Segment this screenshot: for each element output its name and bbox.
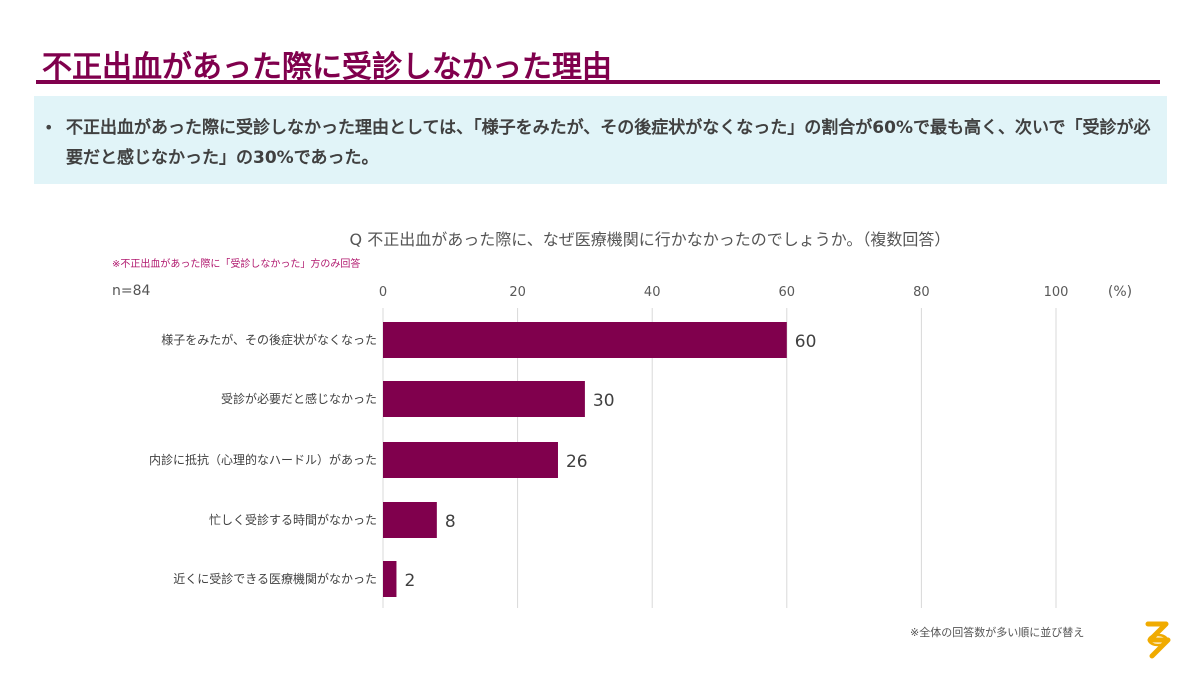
- bar: [383, 322, 787, 358]
- x-tick-label: 40: [644, 285, 661, 300]
- category-label: 様子をみたが、その後症状がなくなった: [161, 332, 377, 347]
- sample-size: n=84: [112, 283, 151, 299]
- bar: [383, 561, 397, 597]
- category-label: 受診が必要だと感じなかった: [221, 391, 377, 406]
- unit-label: (%): [1108, 284, 1132, 300]
- x-tick-label: 60: [779, 285, 796, 300]
- data-label: 8: [445, 512, 456, 532]
- summary-text: 不正出血があった際に受診しなかった理由としては、「様子をみたが、その後症状がなく…: [66, 118, 1151, 168]
- category-label: 近くに受診できる医療機関がなかった: [173, 571, 377, 586]
- data-label: 60: [795, 332, 817, 352]
- bar: [383, 502, 437, 538]
- company-logo-icon: [1145, 621, 1171, 659]
- sort-footnote: ※全体の回答数が多い順に並び替え: [910, 626, 1085, 639]
- page-title: 不正出血があった際に受診しなかった理由: [42, 50, 612, 85]
- data-label: 2: [404, 571, 415, 591]
- category-label: 内診に抵抗（心理的なハードル）があった: [149, 452, 377, 467]
- title-underline: [36, 80, 1160, 84]
- data-label: 30: [593, 391, 615, 411]
- chart-question: Q 不正出血があった際に、なぜ医療機関に行かなかったのでしょうか。（複数回答）: [349, 230, 951, 249]
- data-label: 26: [566, 452, 588, 472]
- x-tick-label: 0: [379, 285, 387, 300]
- bullet: •: [44, 118, 54, 137]
- x-tick-label: 100: [1044, 285, 1069, 300]
- bar: [383, 381, 585, 417]
- x-tick-label: 20: [509, 285, 526, 300]
- respondent-note: ※不正出血があった際に「受診しなかった」方のみ回答: [112, 259, 361, 270]
- x-tick-label: 80: [913, 285, 930, 300]
- category-label: 忙しく受診する時間がなかった: [209, 512, 377, 527]
- summary-box: • 不正出血があった際に受診しなかった理由としては、「様子をみたが、その後症状が…: [34, 96, 1167, 184]
- bar: [383, 442, 558, 478]
